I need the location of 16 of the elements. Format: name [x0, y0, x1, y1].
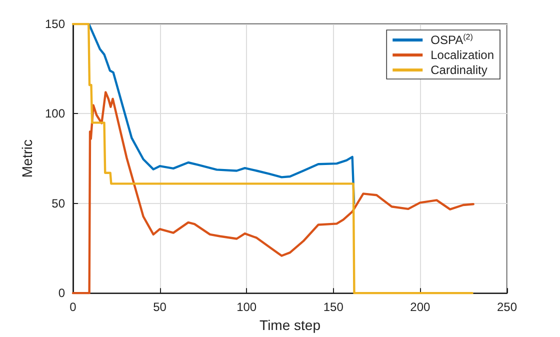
y-axis-title: Metric	[19, 139, 36, 178]
x-tick-label: 150	[323, 300, 344, 314]
y-tick-label: 100	[44, 106, 66, 121]
x-tick-label: 100	[236, 300, 257, 314]
legend-label: Cardinality	[430, 63, 488, 77]
x-tick-label: 200	[410, 300, 431, 314]
x-tick-label: 0	[70, 300, 77, 314]
x-tick-label: 50	[153, 300, 167, 314]
y-tick-label: 150	[44, 17, 66, 31]
y-tick-label: 0	[58, 286, 66, 300]
x-axis-title: Time step	[260, 317, 321, 333]
y-tick-label: 50	[52, 196, 66, 210]
x-tick-label: 250	[496, 300, 518, 314]
line-series	[88, 24, 356, 204]
line-series	[72, 91, 474, 294]
legend-label: Localization	[430, 48, 494, 62]
